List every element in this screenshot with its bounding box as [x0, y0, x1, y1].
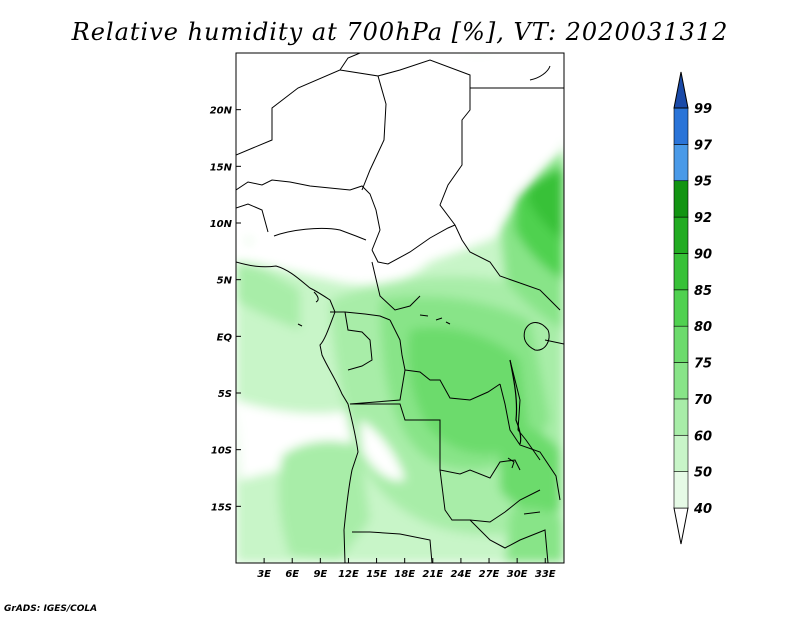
- lat-tick-label: 5N: [217, 276, 233, 287]
- colorbar-label: 85: [694, 284, 712, 299]
- lon-tick-label: 30E: [507, 569, 528, 580]
- colorbar-high-cap: [673, 71, 689, 109]
- colorbar-label: 40: [693, 502, 712, 517]
- colorbar-label: 75: [694, 357, 712, 372]
- lat-tick-label: 10N: [210, 219, 233, 230]
- map-frame: [235, 52, 565, 564]
- lat-tick-label: 5S: [218, 389, 232, 400]
- lon-tick-label: 24E: [451, 569, 472, 580]
- colorbar-swatch: [673, 434, 689, 472]
- colorbar-swatch: [673, 144, 689, 182]
- colorbar-swatch: [673, 253, 689, 291]
- colorbar-swatch: [673, 107, 689, 145]
- colorbar-swatch: [673, 180, 689, 218]
- lon-tick-label: 21E: [422, 569, 443, 580]
- lon-tick-label: 6E: [285, 569, 299, 580]
- colorbar-label: 95: [694, 175, 712, 190]
- colorbar-swatch: [673, 216, 689, 254]
- colorbar-label: 97: [694, 138, 713, 153]
- latitude-axis: 20N 15N 10N 5N EQ 5S 10S 15S: [210, 106, 241, 513]
- lon-tick-label: 18E: [394, 569, 415, 580]
- lat-tick-label: EQ: [217, 332, 233, 343]
- lat-tick-label: 20N: [210, 106, 233, 117]
- country-borders: [236, 53, 564, 563]
- lon-tick-label: 33E: [535, 569, 556, 580]
- colorbar-swatch: [673, 398, 689, 436]
- colorbar-label: 99: [694, 102, 712, 117]
- colorbar-label: 70: [694, 393, 712, 408]
- lon-tick-label: 27E: [479, 569, 500, 580]
- lat-tick-label: 15S: [211, 502, 232, 513]
- lat-tick-label: 10S: [211, 446, 232, 457]
- colorbar-label: 50: [694, 466, 712, 481]
- colorbar-swatch: [673, 289, 689, 327]
- colorbar-swatch: [673, 325, 689, 363]
- chart-title: Relative humidity at 700hPa [%], VT: 202…: [71, 18, 729, 46]
- colorbar: 40 50 60 70 75 80 85 90 92 95 97 99: [673, 71, 713, 545]
- colorbar-low-cap: [673, 507, 689, 545]
- humidity-field: [236, 53, 564, 563]
- lon-tick-label: 15E: [366, 569, 387, 580]
- lon-tick-label: 12E: [338, 569, 359, 580]
- longitude-axis: 3E 6E 9E 12E 15E 18E 21E 24E 27E 30E 33E: [257, 558, 556, 580]
- lon-tick-label: 3E: [257, 569, 271, 580]
- credit-text: GrADS: IGES/COLA: [4, 604, 98, 614]
- lon-tick-label: 9E: [313, 569, 327, 580]
- colorbar-swatch: [673, 471, 689, 509]
- colorbar-label: 60: [694, 429, 712, 444]
- lat-tick-label: 15N: [210, 162, 233, 173]
- colorbar-label: 90: [694, 247, 712, 262]
- colorbar-swatch: [673, 362, 689, 400]
- colorbar-label: 80: [694, 320, 712, 335]
- colorbar-label: 92: [694, 211, 712, 226]
